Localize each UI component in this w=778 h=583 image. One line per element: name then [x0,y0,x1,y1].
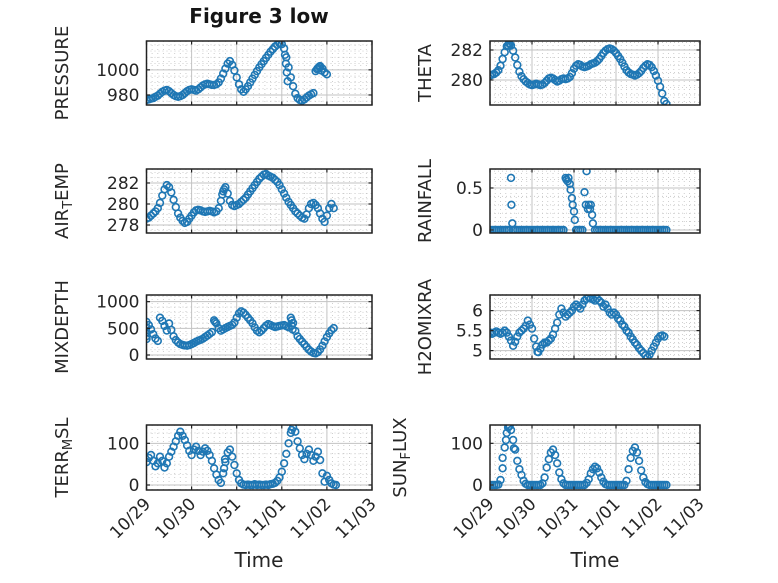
tick-marks [489,169,701,233]
subplot-theta: 280 282 THETA [415,40,701,106]
tick-marks [145,425,373,490]
x-tick-label: 11/01 [576,494,625,543]
tick-marks [145,169,373,233]
y-axis-label-terr_msl: TERRMSL [52,417,76,498]
subscript: F [399,452,414,459]
minor-grid [490,425,700,490]
y-tick-label: 280 [451,71,483,91]
y-tick-label: 0 [472,476,483,496]
y-tick-label: 282 [451,41,483,61]
subplot-mixdepth: 0 500 1000 MIXDEPTH [52,280,373,374]
subplot-terr_msl: 0 100 TERRMSL 10/2910/3010/3111/0111/0211/0… [52,417,381,543]
axes-spines [145,424,373,491]
x-tick-label: 10/30 [151,494,200,543]
subplot-pressure: 980 1000 PRESSURE [52,26,373,121]
y-tick-label: 5 [472,342,483,362]
x-tick-label: 10/30 [492,494,541,543]
axes-spines [489,424,701,491]
y-tick-label: 0 [129,476,140,496]
minor-grid [146,169,372,233]
y-tick-label: 980 [107,86,139,106]
y-axis-label-rainfall: RAINFALL [415,159,436,243]
x-tick-label: 10/29 [450,494,499,543]
x-tick-label: 11/02 [618,494,667,543]
scatter-points-mixdepth [146,307,338,358]
y-axis-label-sun_flux: SUNFLUX [390,417,414,497]
figure-title: Figure 3 low [189,4,329,28]
x-tick-label: 11/02 [287,494,336,543]
x-tick-label: 10/31 [534,494,583,543]
axes-spines [145,294,373,360]
subplot-h2omixra: 55.56 H2OMIXRA [415,278,701,375]
y-tick-label: 282 [107,174,139,194]
y-axis-label-mixdepth: MIXDEPTH [52,280,73,374]
tick-marks [489,425,701,490]
y-tick-label: 278 [107,216,139,236]
subscript: M [61,439,76,450]
tick-marks [489,41,701,105]
axes-spines [145,40,373,106]
y-tick-label: 6 [472,302,483,322]
minor-grid [490,169,700,233]
x-tick-label: 11/01 [242,494,291,543]
axes-spines [489,40,701,106]
axes-spines [489,294,701,360]
x-tick-label: 10/31 [196,494,245,543]
x-axis-label-right: Time [570,548,620,572]
y-tick-label: 280 [107,195,139,215]
y-tick-label: 0 [129,346,140,366]
subscript: T [61,201,76,210]
y-tick-label: 1000 [96,61,139,81]
tick-marks [145,295,373,359]
axes-spines [145,168,373,234]
x-axis-label-left: Time [234,548,284,572]
subplot-sun_flux: 0 100 SUNFLUX 10/2910/3010/3111/0111/0211/0… [390,417,709,543]
subplot-rainfall: 0 0.5 RAINFALL [415,159,701,243]
y-axis-label-theta: THETA [415,43,436,103]
scatter-points-sun_flux [489,424,671,490]
x-tick-label: 11/03 [332,494,381,543]
y-tick-label: 5.5 [456,322,483,342]
y-tick-label: 0 [472,221,483,241]
y-tick-label: 1000 [96,293,139,313]
minor-grid [146,41,372,105]
y-axis-label-h2omixra: H2OMIXRA [415,278,436,375]
axes-spines [489,168,701,234]
scatter-points-terr_msl [146,424,341,490]
scatter-points-air_temp [146,169,338,228]
y-axis-label-air_temp: AIRTEMP [52,163,76,239]
y-tick-label: 100 [451,434,483,454]
y-axis-label-pressure: PRESSURE [52,26,73,121]
y-tick-label: 100 [107,434,139,454]
x-tick-label: 11/03 [660,494,709,543]
y-tick-label: 0.5 [456,179,483,199]
minor-grid [146,295,372,359]
y-tick-label: 500 [107,319,139,339]
tick-marks [489,295,701,359]
x-tick-label: 10/29 [106,494,155,543]
tick-marks [145,41,373,105]
